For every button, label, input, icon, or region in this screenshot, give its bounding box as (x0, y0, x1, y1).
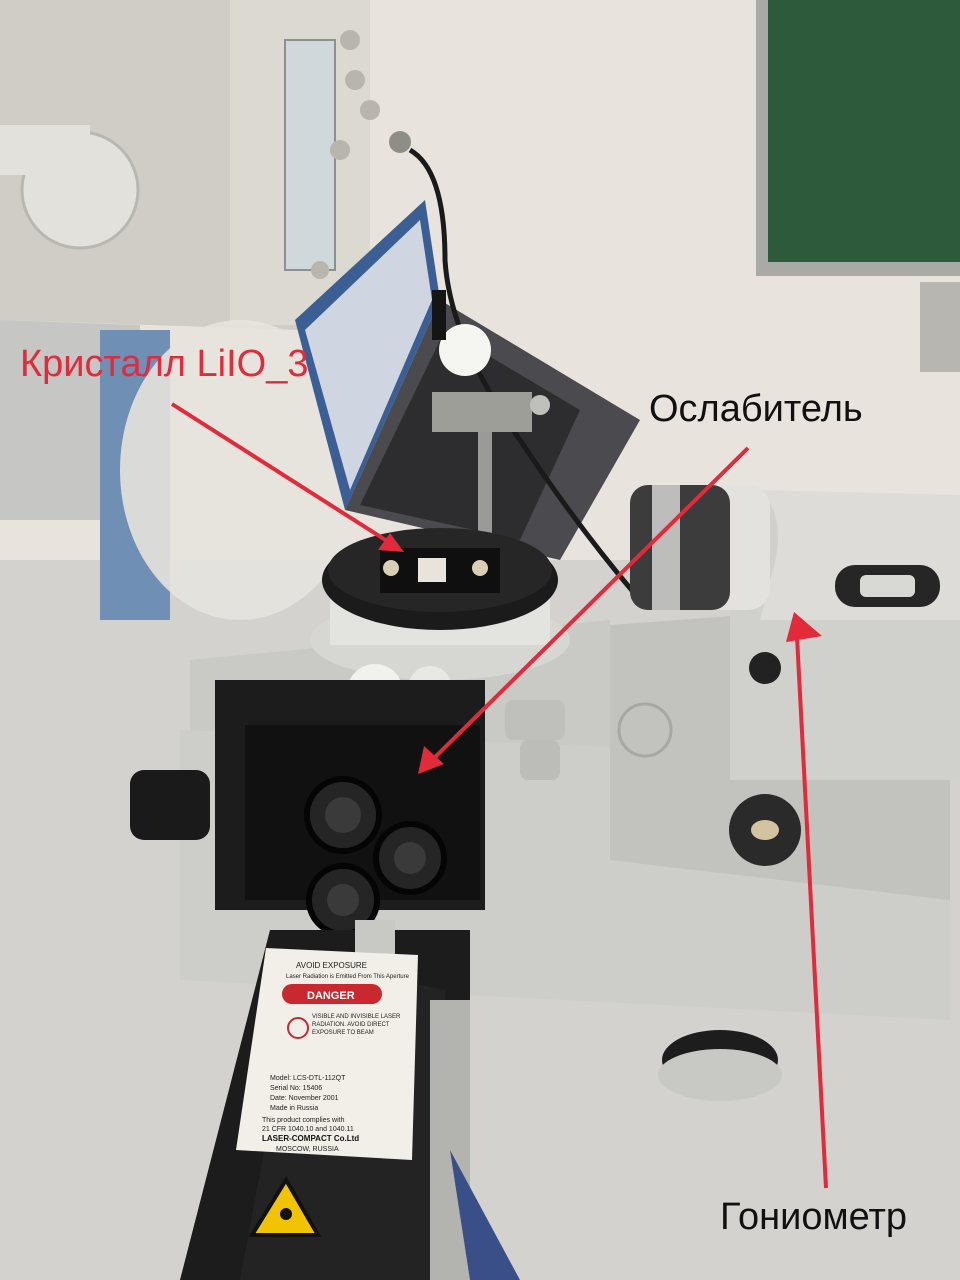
detector-post (432, 290, 550, 540)
plate-complies-1: This product complies with (262, 1117, 345, 1124)
plate-warning-2: RADIATION. AVOID DIRECT (312, 1022, 390, 1028)
crystal-callout-label: Кристалл LiIO_3 (20, 343, 309, 385)
plate-city: MOSCOW, RUSSIA (276, 1146, 339, 1153)
attenuator-callout-label: Ослабитель (649, 388, 863, 430)
plate-emitted-text: Laser Radiation is Emitted From This Ape… (286, 974, 410, 980)
chalkboard (756, 0, 960, 372)
telescope-tube (630, 485, 770, 610)
attenuator-arrow (418, 446, 750, 774)
oscilloscope (0, 0, 411, 330)
bubble-wrap (120, 320, 360, 620)
crystal-arrow (170, 402, 404, 552)
laser-warning-icon (248, 1176, 322, 1237)
plate-serial: Serial No: 15406 (270, 1085, 322, 1092)
plate-model: Model: LCS-DTL-112QT (270, 1075, 346, 1082)
plate-danger-text: DANGER (307, 990, 355, 1002)
goniometer-arrow (786, 612, 828, 1189)
plate-warning-3: EXPOSURE TO BEAM (312, 1030, 374, 1036)
plate-made-in: Made in Russia (270, 1105, 318, 1112)
plate-date: Date: November 2001 (270, 1095, 339, 1102)
plate-avoid-exposure: AVOID EXPOSURE (296, 961, 367, 970)
laser-label (236, 948, 418, 1160)
plate-complies-2: 21 CFR 1040.10 and 1040.11 (262, 1126, 354, 1133)
plate-maker: LASER-COMPACT Co.Ltd (262, 1134, 359, 1143)
goniometer-callout-label: Гониометр (720, 1196, 908, 1238)
plate-warning-1: VISIBLE AND INVISIBLE LASER (312, 1014, 401, 1020)
